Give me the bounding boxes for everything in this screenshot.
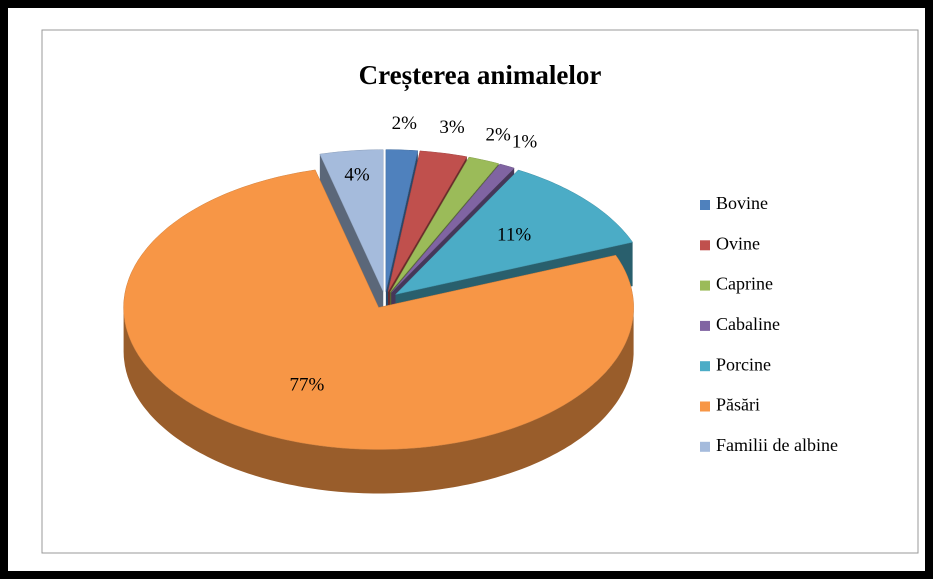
legend-label: Porcine [716, 354, 771, 374]
pie-slice [385, 149, 419, 292]
data-label: 4% [344, 165, 370, 186]
legend-label: Bovine [716, 193, 768, 213]
legend-label: Caprine [716, 274, 773, 294]
data-label: 77% [289, 374, 324, 395]
data-label: 2% [392, 113, 418, 134]
pie-tops [123, 149, 634, 450]
pie-labels: 2% 3% 2% 1%11%77%4% [289, 113, 537, 395]
pie-slice [319, 149, 384, 292]
legend-marker [700, 280, 710, 291]
legend-marker [700, 320, 710, 331]
legend-marker [700, 441, 710, 452]
legend-marker [700, 240, 710, 251]
pie-slice [391, 163, 515, 293]
data-label: 3% [439, 117, 465, 138]
pie-slice [123, 169, 634, 450]
legend-marker [700, 361, 710, 372]
legend-label: Cabaline [716, 314, 780, 334]
pie-slice [389, 156, 500, 293]
data-label: 11% [497, 225, 531, 246]
data-label: 2% [485, 125, 511, 146]
legend-label: Familii de albine [716, 435, 838, 455]
data-label: 1% [512, 131, 538, 152]
pie-wall [123, 307, 634, 494]
legend: Bovine Ovine Caprine Cabaline Porcine Păsări F… [700, 193, 838, 455]
legend-marker [700, 200, 710, 210]
chart-title: Creșterea animalelor [359, 60, 602, 91]
pie-slice [387, 150, 468, 292]
pie-slice [394, 169, 634, 295]
legend-marker [700, 401, 710, 412]
legend-label: Păsări [716, 395, 760, 415]
legend-label: Ovine [716, 233, 760, 253]
